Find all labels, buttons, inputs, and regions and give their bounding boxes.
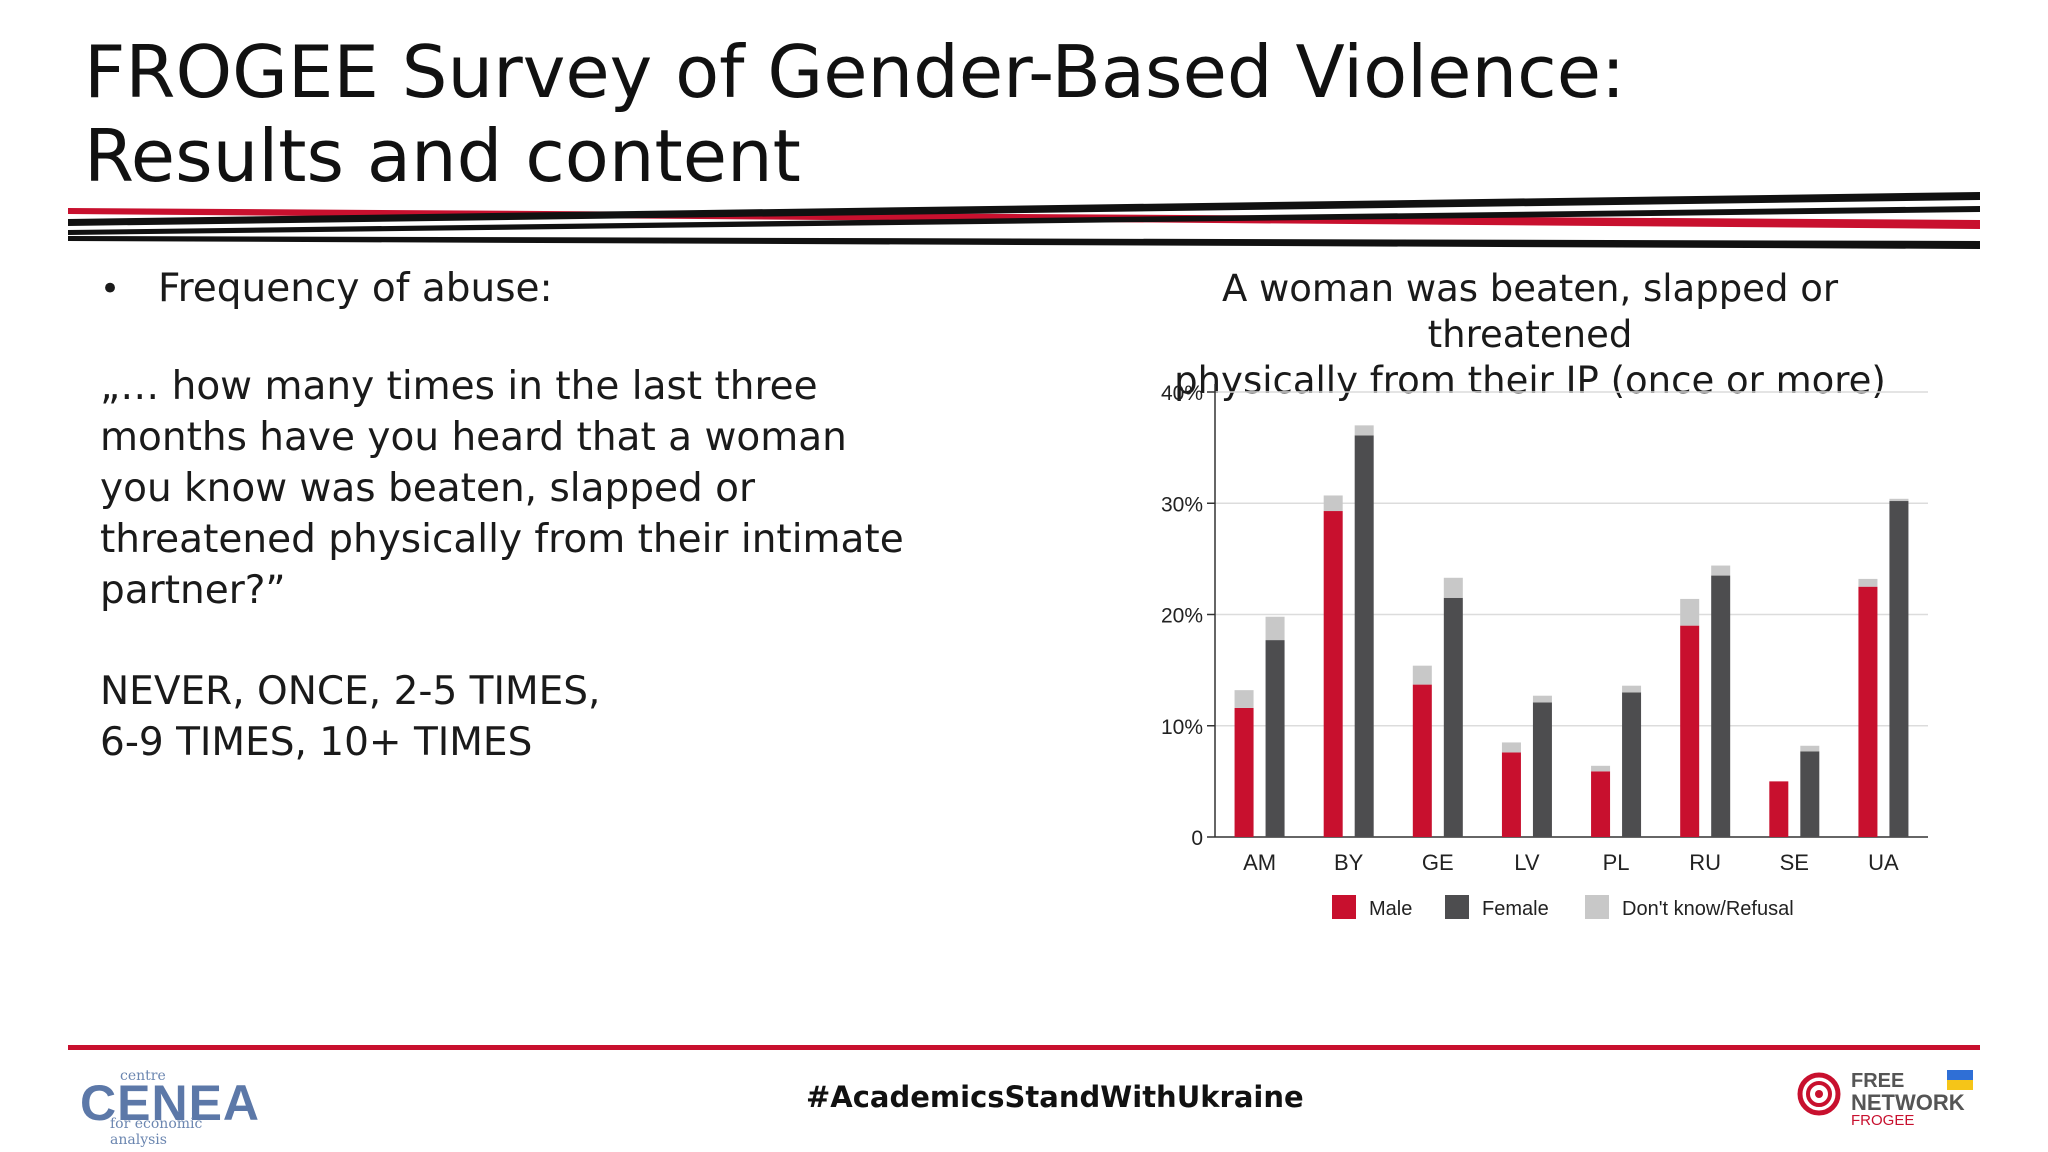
answer-options-line2: 6-9 TIMES, 10+ TIMES	[100, 720, 533, 765]
y-tick-label: 0	[1191, 827, 1203, 850]
free-network-logo: FREE NETWORK FROGEE	[1795, 1068, 1975, 1132]
legend-swatch	[1332, 895, 1356, 919]
bar-male	[1769, 781, 1789, 837]
bar-female-dk	[1354, 425, 1374, 436]
y-tick-label: 20%	[1161, 605, 1203, 628]
bar-female-dk	[1800, 745, 1820, 752]
legend-label: Don't know/Refusal	[1622, 898, 1794, 920]
y-tick-label: 10%	[1161, 716, 1203, 739]
chart-title-line2: physically from their IP (once or more)	[1174, 359, 1886, 402]
cenea-logo-sub: for economic analysis	[110, 1116, 203, 1148]
bar-chart: 0 10% 20% 30% 40% AM BY GE LV PL RU SE UA Male Female D…	[1161, 382, 1928, 920]
cenea-logo-top: centre	[120, 1068, 166, 1084]
x-tick-label: BY	[1334, 850, 1364, 875]
slide-title-line2: Results and content	[84, 114, 801, 198]
x-tick-label: UA	[1868, 850, 1899, 875]
chart-title-line1: A woman was beaten, slapped or threatene…	[1221, 267, 1839, 356]
bar-female	[1711, 575, 1731, 837]
bar-female	[1622, 692, 1642, 837]
cenea-logo-main: CENEA	[80, 1075, 261, 1131]
bar-female-dk	[1711, 565, 1731, 576]
x-tick-label: LV	[1514, 850, 1540, 875]
bar-male	[1591, 771, 1611, 837]
bar-female-dk	[1889, 498, 1909, 502]
bar-male	[1234, 707, 1254, 837]
bar-female	[1265, 640, 1285, 837]
answer-options: NEVER, ONCE, 2-5 TIMES, 6-9 TIMES, 10+ T…	[100, 666, 920, 768]
free-network-line2: NETWORK	[1851, 1090, 1965, 1115]
answer-options-line1: NEVER, ONCE, 2-5 TIMES,	[100, 669, 601, 714]
legend-swatch	[1585, 895, 1609, 919]
bar-male-dk	[1680, 598, 1700, 626]
bar-female	[1354, 435, 1374, 837]
bar-male-dk	[1858, 578, 1878, 587]
bar-female	[1800, 751, 1820, 837]
legend-label: Male	[1369, 898, 1412, 920]
ukraine-flag-icon	[1947, 1070, 1973, 1090]
bullet-item: • Frequency of abuse:	[100, 266, 920, 311]
bar-female-dk	[1622, 685, 1642, 693]
bullet-dot: •	[100, 268, 121, 309]
bar-male	[1680, 625, 1700, 837]
bar-female-dk	[1443, 577, 1463, 598]
bullet-text: Frequency of abuse:	[158, 266, 553, 311]
stripe-black-3	[68, 236, 1980, 249]
x-tick-label: PL	[1603, 850, 1630, 875]
stripe-black-1	[68, 192, 1980, 226]
x-tick-label: AM	[1243, 850, 1276, 875]
bar-male	[1858, 586, 1878, 837]
bar-male	[1412, 684, 1432, 837]
bar-male-dk	[1591, 765, 1611, 772]
free-network-line3: FROGEE	[1851, 1112, 1915, 1129]
title-stripes	[68, 192, 1980, 249]
slide-title-line1: FROGEE Survey of Gender-Based Violence:	[84, 30, 1626, 114]
x-tick-label: GE	[1422, 850, 1454, 875]
cenea-logo: centre CENEA for economic analysis	[80, 1068, 261, 1148]
bar-male	[1501, 752, 1521, 837]
bar-male-dk	[1234, 690, 1254, 708]
bar-female-dk	[1265, 616, 1285, 641]
legend-swatch	[1445, 895, 1469, 919]
survey-question: „… how many times in the last three mont…	[100, 364, 904, 613]
free-network-line1: FREE	[1851, 1070, 1905, 1092]
bar-male-dk	[1501, 742, 1521, 753]
hashtag: #AcademicsStandWithUkraine	[806, 1080, 1304, 1114]
chart-title: A woman was beaten, slapped or threatene…	[1130, 266, 1930, 404]
bar-male-dk	[1412, 665, 1432, 685]
bar-female	[1532, 702, 1552, 837]
bar-female-dk	[1532, 695, 1552, 703]
y-tick-label: 30%	[1161, 493, 1203, 516]
y-tick-label: 40%	[1161, 382, 1203, 405]
x-tick-label: SE	[1780, 850, 1809, 875]
slide-title: FROGEE Survey of Gender-Based Violence: …	[84, 30, 1625, 198]
bar-male-dk	[1323, 495, 1343, 512]
bar-female	[1889, 501, 1909, 837]
stripe-black-2	[68, 206, 1980, 235]
bar-male	[1323, 511, 1343, 837]
free-network-ring-icon	[1797, 1072, 1841, 1116]
x-tick-label: RU	[1689, 850, 1721, 875]
footer-divider	[68, 1045, 1980, 1050]
legend-label: Female	[1482, 898, 1549, 920]
left-text-block: • Frequency of abuse: „… how many times …	[100, 266, 920, 768]
bar-female	[1443, 597, 1463, 837]
